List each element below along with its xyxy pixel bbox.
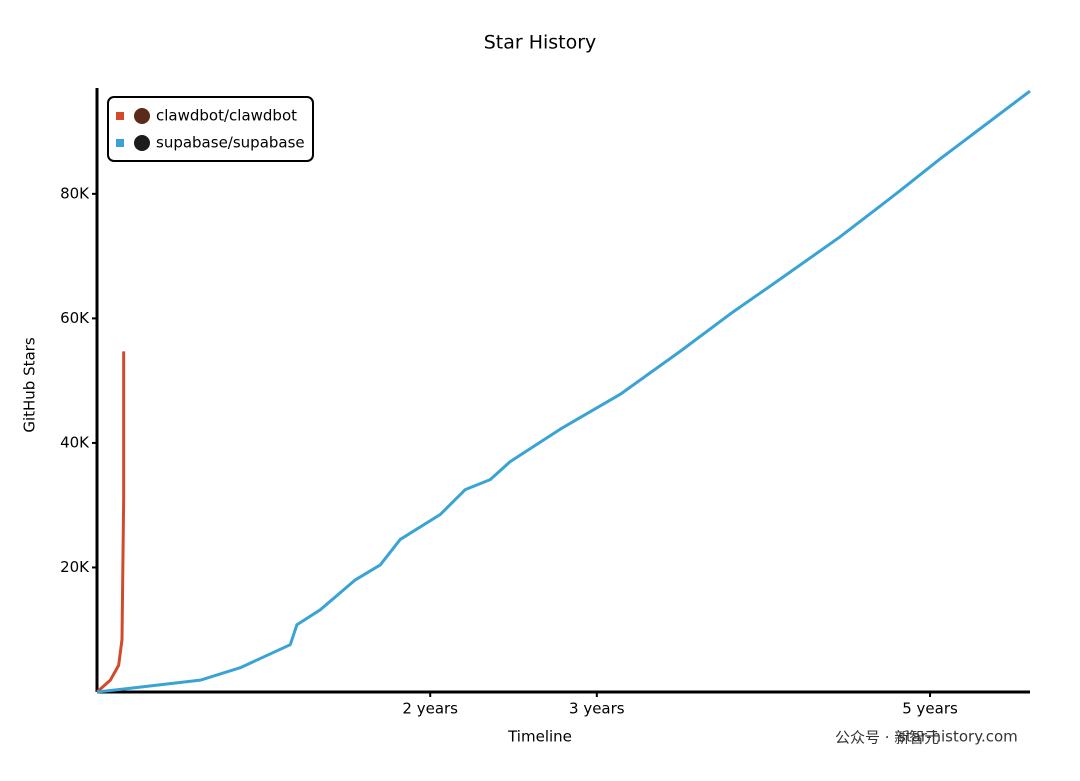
x-axis-label: Timeline [507, 728, 572, 746]
legend-box [107, 96, 314, 162]
x-tick-label: 5 years [902, 700, 958, 718]
legend-swatch [116, 112, 124, 120]
series-line [96, 89, 1031, 694]
y-axis-label: GitHub Stars [21, 337, 39, 433]
legend-swatch [116, 139, 124, 147]
y-tick-label: 40K [60, 433, 90, 451]
watermark: star-history.com [898, 728, 1018, 746]
chart-title: Star History [484, 32, 597, 54]
series-line [96, 351, 126, 694]
x-tick-label: 2 years [402, 700, 458, 718]
y-tick-label: 20K [60, 558, 90, 576]
x-tick-label: 3 years [569, 700, 625, 718]
y-tick-label: 60K [60, 309, 90, 327]
overlay-watermark: 公众号 · 新智元 [835, 729, 939, 747]
y-tick-label: 80K [60, 184, 90, 202]
legend-avatar [134, 135, 150, 151]
legend-label: supabase/supabase [156, 134, 305, 152]
legend-avatar [134, 108, 150, 124]
legend-label: clawdbot/clawdbot [156, 107, 297, 125]
